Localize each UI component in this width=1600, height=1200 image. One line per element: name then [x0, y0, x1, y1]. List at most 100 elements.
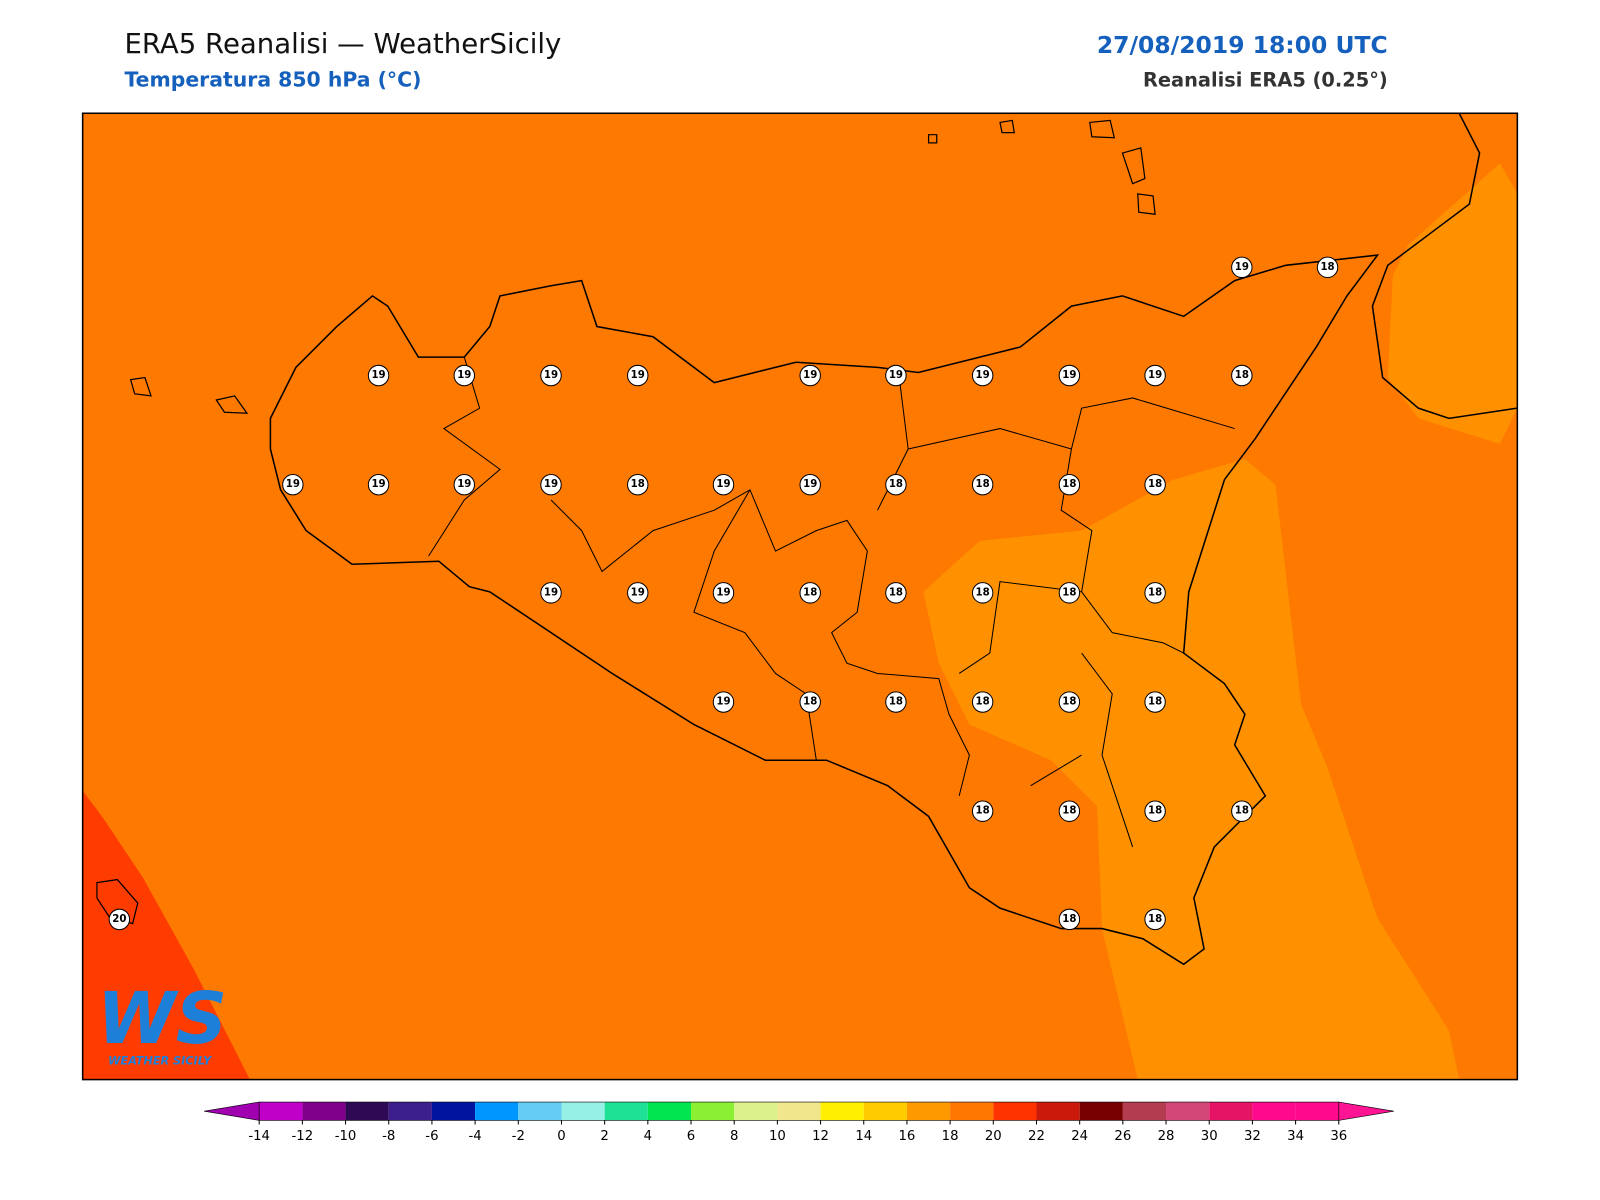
- station-value: 18: [1148, 806, 1162, 817]
- station-marker: [1144, 691, 1166, 713]
- station-value: 19: [803, 370, 817, 381]
- source: Reanalisi ERA5 (0.25°): [1143, 69, 1388, 92]
- station-value: 18: [631, 479, 645, 490]
- station-value: 19: [1235, 262, 1249, 273]
- colorbar-tick-label: 32: [1244, 1129, 1261, 1144]
- station-marker: [971, 364, 994, 387]
- colorbar-tick-label: 16: [899, 1129, 916, 1144]
- colorbar-swatch: [475, 1102, 519, 1121]
- station-value: 20: [112, 914, 126, 925]
- station-marker: [367, 364, 390, 387]
- colorbar-over: [1338, 1101, 1394, 1121]
- map-frame: [81, 112, 1519, 1081]
- colorbar-swatch: [1166, 1102, 1210, 1121]
- colorbar-under: [204, 1101, 260, 1121]
- colorbar-tick-label: 10: [769, 1129, 786, 1144]
- station-marker: [1058, 582, 1081, 604]
- station-value: 18: [1062, 697, 1076, 708]
- colorbar-swatch: [777, 1102, 821, 1121]
- station-marker: [540, 364, 562, 387]
- colorbar-tick-label: 18: [942, 1129, 959, 1144]
- colorbar-tick-label: -6: [425, 1129, 438, 1144]
- colorbar-swatch: [647, 1102, 692, 1121]
- colorbar-swatch: [993, 1102, 1037, 1121]
- station-marker: [1058, 800, 1081, 822]
- station-marker: [627, 364, 649, 387]
- province-borders: [428, 356, 1235, 848]
- colorbar-tick-label: -14: [248, 1129, 270, 1144]
- colorbar-swatch: [302, 1102, 346, 1121]
- station-marker: [1144, 800, 1166, 822]
- colorbar-tick-label: 20: [985, 1129, 1002, 1144]
- colorbar-swatch: [1295, 1102, 1339, 1121]
- station-value: 18: [1148, 587, 1162, 598]
- colorbar-tick-label: -10: [335, 1129, 357, 1144]
- station-value: 18: [1062, 806, 1076, 817]
- colorbar-tick-label: 0: [557, 1129, 565, 1144]
- station-marker: [108, 908, 131, 931]
- station-marker: [971, 800, 994, 822]
- station-value: 18: [976, 587, 990, 598]
- station-value: 19: [631, 370, 645, 381]
- station-marker: [885, 582, 907, 604]
- station-value: 18: [889, 479, 903, 490]
- logo-mark: WS: [97, 977, 227, 1060]
- stations: 19 18 19 19 19 19 19 19 19 19 19 18 19 19 19 19 18 19 19 18…: [108, 256, 1339, 931]
- colorbar-outline: [258, 1101, 1340, 1121]
- colorbar-tick-label: 24: [1071, 1129, 1088, 1144]
- station-marker: [799, 364, 821, 387]
- station-value: 19: [716, 697, 730, 708]
- station-value: 18: [803, 587, 817, 598]
- station-marker: [712, 473, 735, 496]
- station-marker: [627, 582, 649, 604]
- station-marker: [1144, 364, 1166, 387]
- colorbar-tick-label: 12: [812, 1129, 829, 1144]
- station-value: 18: [1062, 479, 1076, 490]
- colorbar-tick-label: 14: [855, 1129, 872, 1144]
- logo-name: WEATHER SICILY: [108, 1054, 213, 1067]
- colorbar-tick-label: 6: [687, 1129, 695, 1144]
- calabria-coast: [1371, 113, 1518, 420]
- colorbar-swatch: [1036, 1102, 1080, 1121]
- station-value: 18: [1062, 914, 1076, 925]
- colorbar-tick-label: 2: [600, 1129, 608, 1144]
- station-value: 18: [976, 697, 990, 708]
- station-marker: [1058, 364, 1081, 387]
- station-value: 19: [976, 370, 990, 381]
- station-marker: [282, 473, 304, 496]
- station-marker: [971, 582, 994, 604]
- station-marker: [453, 364, 475, 387]
- map-area: 19 18 19 19 19 19 19 19 19 19 19 18 19 19 19 19 18 19 19 18…: [82, 113, 1518, 1080]
- station-value: 19: [286, 479, 300, 490]
- station-marker: [712, 691, 735, 713]
- station-marker: [885, 364, 907, 387]
- colorbar-swatch: [259, 1102, 303, 1121]
- colorbar-tick-label: 36: [1330, 1129, 1347, 1144]
- station-marker: [971, 473, 994, 496]
- colorbar-swatch: [345, 1102, 389, 1121]
- station-value: 18: [1235, 370, 1249, 381]
- colorbar-swatch: [906, 1102, 951, 1121]
- colorbar-tick-label: -2: [512, 1129, 525, 1144]
- station-marker: [540, 473, 562, 496]
- colorbar-tick-label: 22: [1028, 1129, 1045, 1144]
- datetime: 27/08/2019 18:00 UTC: [1097, 31, 1388, 59]
- warm-region: [923, 459, 1460, 1080]
- station-value: 18: [889, 587, 903, 598]
- colorbar: -14 -12 -10 -8 -6 -4 -2 0 2 4 6 8 10 12 14 16 18 20 22 24 26…: [204, 1101, 1394, 1144]
- station-value: 18: [803, 697, 817, 708]
- station-value: 18: [1062, 587, 1076, 598]
- station-value: 19: [544, 370, 558, 381]
- station-value: 19: [889, 370, 903, 381]
- colorbar-tick-label: 30: [1201, 1129, 1218, 1144]
- colorbar-swatch: [561, 1102, 605, 1121]
- station-marker: [1058, 473, 1081, 496]
- station-value: 18: [1235, 806, 1249, 817]
- station-marker: [1058, 908, 1081, 931]
- station-value: 19: [371, 370, 385, 381]
- station-value: 19: [631, 587, 645, 598]
- station-marker: [540, 582, 562, 604]
- station-marker: [799, 691, 821, 713]
